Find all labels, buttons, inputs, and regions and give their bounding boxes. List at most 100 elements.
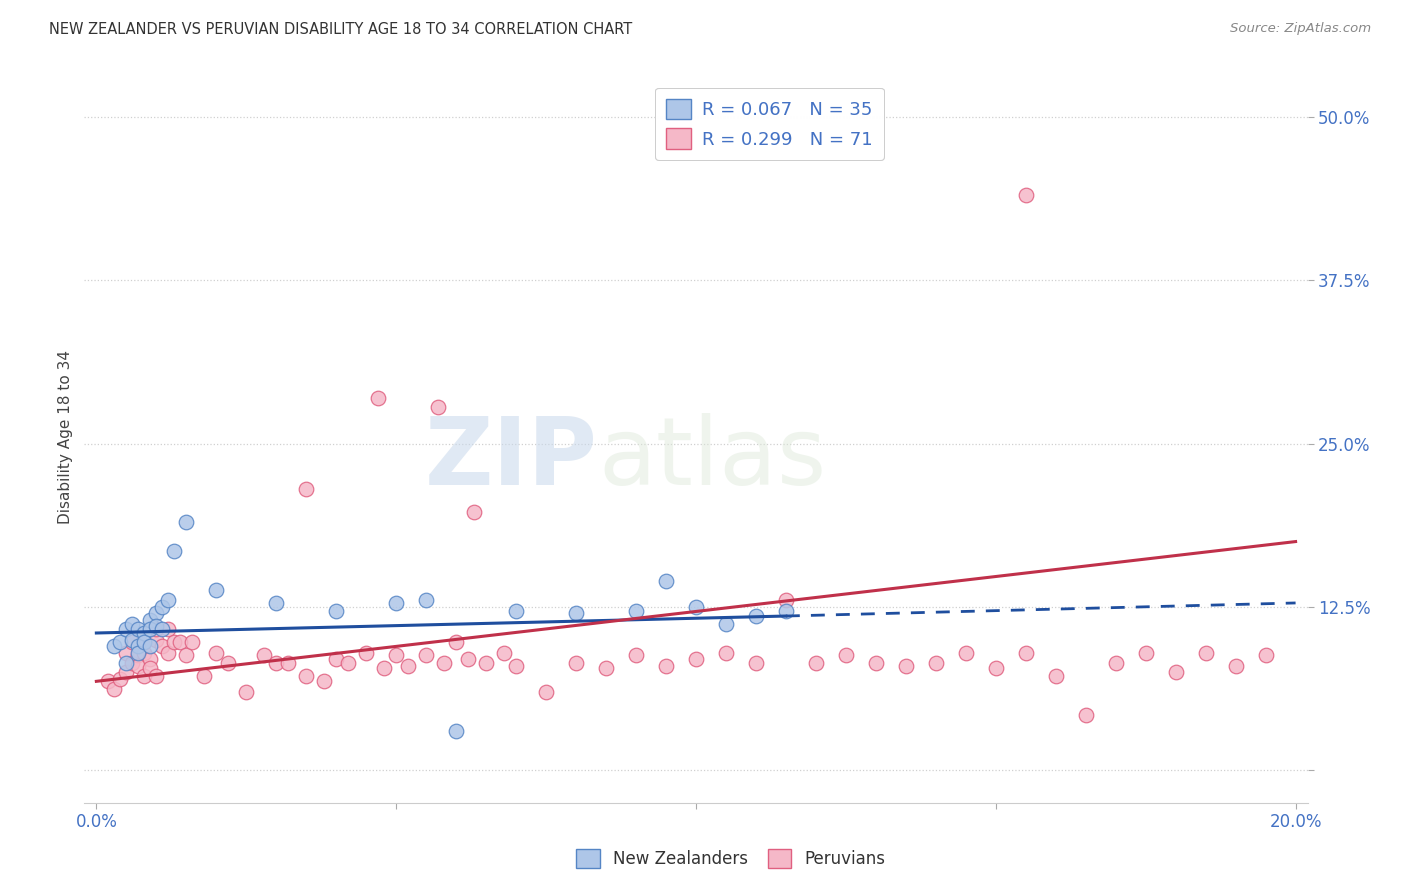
Point [494,646,516,660]
Point [205,646,228,660]
Point [121,632,143,647]
Point [685,599,707,614]
Text: ZIP: ZIP [425,413,598,505]
Point [714,646,737,660]
Point [169,635,191,649]
Point [145,632,167,647]
Point [475,656,498,670]
Point [205,582,228,597]
Point [115,665,138,680]
Point [925,656,948,670]
Point [264,656,287,670]
Point [1164,665,1187,680]
Point [714,616,737,631]
Point [385,596,408,610]
Point [97,674,120,689]
Point [624,604,647,618]
Point [139,622,162,636]
Point [534,685,557,699]
Point [127,648,149,663]
Text: atlas: atlas [598,413,827,505]
Point [134,646,156,660]
Point [139,652,162,666]
Point [354,646,377,660]
Point [745,656,768,670]
Point [804,656,827,670]
Point [433,656,456,670]
Point [835,648,858,663]
Point [685,652,707,666]
Legend: R = 0.067   N = 35, R = 0.299   N = 71: R = 0.067 N = 35, R = 0.299 N = 71 [655,87,883,160]
Point [655,658,678,673]
Point [385,648,408,663]
Point [373,661,395,675]
Legend: New Zealanders, Peruvians: New Zealanders, Peruvians [569,842,893,875]
Point [193,669,215,683]
Point [127,622,149,636]
Point [145,607,167,621]
Point [115,656,138,670]
Point [565,607,588,621]
Point [127,646,149,660]
Point [955,646,977,660]
Y-axis label: Disability Age 18 to 34: Disability Age 18 to 34 [58,350,73,524]
Point [174,648,197,663]
Point [277,656,299,670]
Text: Source: ZipAtlas.com: Source: ZipAtlas.com [1230,22,1371,36]
Point [150,639,173,653]
Point [1074,708,1097,723]
Point [264,596,287,610]
Point [1195,646,1218,660]
Point [174,515,197,529]
Point [565,656,588,670]
Point [157,593,180,607]
Point [145,622,167,636]
Point [134,626,156,640]
Point [325,652,347,666]
Point [181,635,204,649]
Point [775,604,797,618]
Point [295,669,318,683]
Point [314,674,336,689]
Text: NEW ZEALANDER VS PERUVIAN DISABILITY AGE 18 TO 34 CORRELATION CHART: NEW ZEALANDER VS PERUVIAN DISABILITY AGE… [49,22,633,37]
Point [444,723,467,738]
Point [894,658,917,673]
Point [127,639,149,653]
Point [115,622,138,636]
Point [134,669,156,683]
Point [103,639,125,653]
Point [157,622,180,636]
Point [139,661,162,675]
Point [444,635,467,649]
Point [1225,658,1247,673]
Point [145,669,167,683]
Point [121,616,143,631]
Point [1015,188,1038,202]
Point [253,648,276,663]
Point [139,639,162,653]
Point [110,635,132,649]
Point [110,672,132,686]
Point [463,504,485,518]
Point [103,682,125,697]
Point [235,685,257,699]
Point [775,593,797,607]
Point [396,658,419,673]
Point [624,648,647,663]
Point [295,483,318,497]
Point [217,656,239,670]
Point [115,646,138,660]
Point [595,661,617,675]
Point [505,604,527,618]
Point [1015,646,1038,660]
Point [745,609,768,624]
Point [121,656,143,670]
Point [134,635,156,649]
Point [367,391,389,405]
Point [1105,656,1128,670]
Point [427,400,450,414]
Point [150,599,173,614]
Point [1135,646,1157,660]
Point [457,652,479,666]
Point [127,658,149,673]
